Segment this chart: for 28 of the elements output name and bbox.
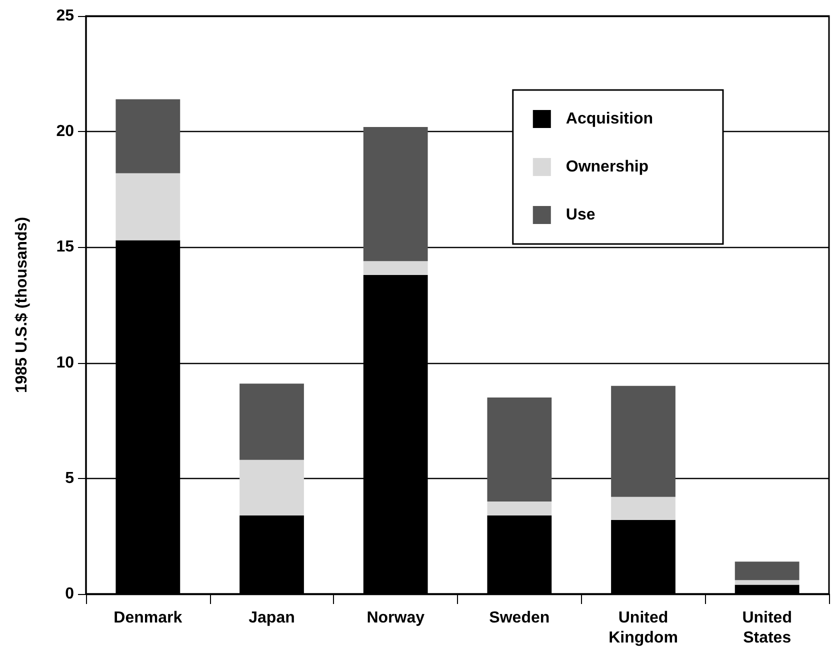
y-tick-label: 20 (56, 123, 74, 140)
bar (363, 261, 428, 275)
bar (116, 173, 180, 240)
bar (240, 460, 304, 516)
legend-label: Acquisition (566, 110, 653, 128)
y-tick-label: 5 (65, 470, 74, 487)
x-tick-label: Norway (366, 610, 425, 626)
y-tick-label: 0 (65, 586, 74, 602)
bar (487, 397, 552, 502)
legend-label: Use (566, 206, 596, 224)
bar (611, 496, 676, 520)
bar (734, 580, 800, 585)
y-axis-title: 1985 U.S.$ (thousands) (14, 216, 30, 394)
bar (116, 99, 180, 174)
bar (734, 562, 800, 580)
x-tick-label: Sweden (489, 610, 550, 626)
legend-label: Ownership (566, 158, 649, 176)
x-tick-label: United States (742, 610, 792, 646)
bar (487, 502, 552, 516)
x-tick-label: Japan (248, 610, 295, 626)
bar (363, 126, 428, 262)
y-tick-label: 15 (56, 238, 74, 256)
bar (611, 386, 676, 497)
y-tick-label: 25 (56, 8, 74, 24)
y-tick-label: 10 (56, 354, 74, 372)
x-tick-label: United Kingdom (608, 610, 678, 646)
bar (240, 384, 304, 460)
x-tick-label: Denmark (114, 610, 182, 626)
